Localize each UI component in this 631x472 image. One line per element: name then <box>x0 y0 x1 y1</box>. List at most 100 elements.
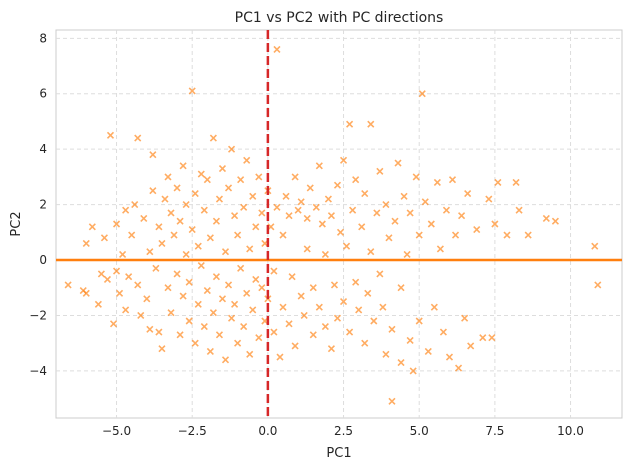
data-point <box>218 165 227 173</box>
data-point <box>454 364 463 372</box>
data-point <box>279 231 287 239</box>
data-point <box>361 189 369 198</box>
data-point <box>106 131 115 139</box>
pc-direction-lines <box>56 30 622 418</box>
data-point <box>297 198 305 206</box>
data-point <box>430 303 438 311</box>
data-point <box>391 217 399 225</box>
data-point <box>249 306 257 314</box>
data-point <box>197 170 205 178</box>
y-axis-label: PC2 <box>9 211 24 236</box>
data-point <box>461 314 469 322</box>
data-point <box>255 173 263 181</box>
data-point <box>227 314 236 322</box>
data-point <box>494 178 502 186</box>
data-point <box>231 300 239 308</box>
data-point <box>445 353 454 361</box>
data-point <box>212 273 220 281</box>
data-point <box>346 328 354 336</box>
data-point <box>370 317 378 325</box>
data-point <box>209 309 217 317</box>
data-point <box>315 162 323 170</box>
data-point <box>318 220 326 228</box>
data-point <box>194 300 202 308</box>
x-tick-label: 2.5 <box>334 424 353 438</box>
data-point <box>227 145 236 153</box>
data-point <box>315 303 323 311</box>
x-tick-labels: −5.0 −2.5 0.0 2.5 5.0 7.5 10.0 <box>102 424 584 438</box>
data-point <box>364 289 372 297</box>
data-point <box>333 314 342 322</box>
data-point <box>82 239 90 247</box>
data-point <box>215 195 224 203</box>
data-point <box>237 176 245 184</box>
data-point <box>279 303 287 311</box>
data-point <box>343 242 351 250</box>
data-point <box>112 220 121 228</box>
data-point <box>258 284 266 292</box>
data-point <box>206 347 214 356</box>
y-tick-label: 6 <box>39 87 47 101</box>
data-point <box>503 231 511 239</box>
data-point <box>551 217 559 225</box>
data-point <box>94 300 102 308</box>
data-point <box>373 209 381 217</box>
data-point <box>424 347 432 356</box>
data-point <box>352 176 360 184</box>
data-point <box>173 184 181 192</box>
data-point <box>221 356 230 364</box>
data-point <box>191 339 199 347</box>
grid <box>56 30 622 418</box>
y-tick-label: 8 <box>39 31 47 45</box>
data-point <box>288 273 296 281</box>
data-point <box>291 342 299 350</box>
data-point <box>252 275 260 283</box>
data-point <box>491 220 499 228</box>
data-point <box>473 225 481 234</box>
data-point <box>103 275 112 283</box>
data-point <box>167 209 175 217</box>
data-point <box>270 328 278 336</box>
data-point <box>451 231 460 239</box>
data-point <box>191 189 199 198</box>
data-point <box>321 322 329 331</box>
data-points <box>64 45 602 405</box>
data-point <box>240 322 248 331</box>
data-point <box>206 234 214 242</box>
data-point <box>149 187 157 195</box>
data-point <box>246 350 254 358</box>
data-point <box>358 223 366 231</box>
data-point <box>367 120 375 128</box>
y-tick-labels: −4 −2 0 2 4 6 8 <box>29 31 47 378</box>
data-point <box>270 267 278 275</box>
data-point <box>309 331 317 339</box>
y-tick-label: 2 <box>39 198 47 212</box>
data-point <box>376 167 384 175</box>
data-point <box>109 320 118 328</box>
data-point <box>285 212 293 220</box>
data-point <box>488 334 496 342</box>
y-tick-label: 0 <box>39 253 47 267</box>
data-point <box>542 214 550 223</box>
data-point <box>346 120 354 128</box>
data-point <box>249 192 257 200</box>
data-point <box>382 201 390 209</box>
data-point <box>243 156 251 164</box>
data-point <box>439 328 447 336</box>
data-point <box>400 192 408 200</box>
data-point <box>336 228 345 236</box>
data-point <box>333 181 342 189</box>
data-point <box>515 206 523 214</box>
y-tick-label: −2 <box>29 308 47 322</box>
data-point <box>321 250 329 259</box>
data-point <box>467 342 475 350</box>
data-point <box>291 173 299 181</box>
y-tick-label: −4 <box>29 364 47 378</box>
data-point <box>100 234 108 242</box>
data-point <box>194 242 202 250</box>
data-point <box>119 250 127 259</box>
data-point <box>173 270 181 278</box>
data-point <box>406 209 414 217</box>
plot-background <box>55 29 623 419</box>
data-point <box>179 162 187 170</box>
